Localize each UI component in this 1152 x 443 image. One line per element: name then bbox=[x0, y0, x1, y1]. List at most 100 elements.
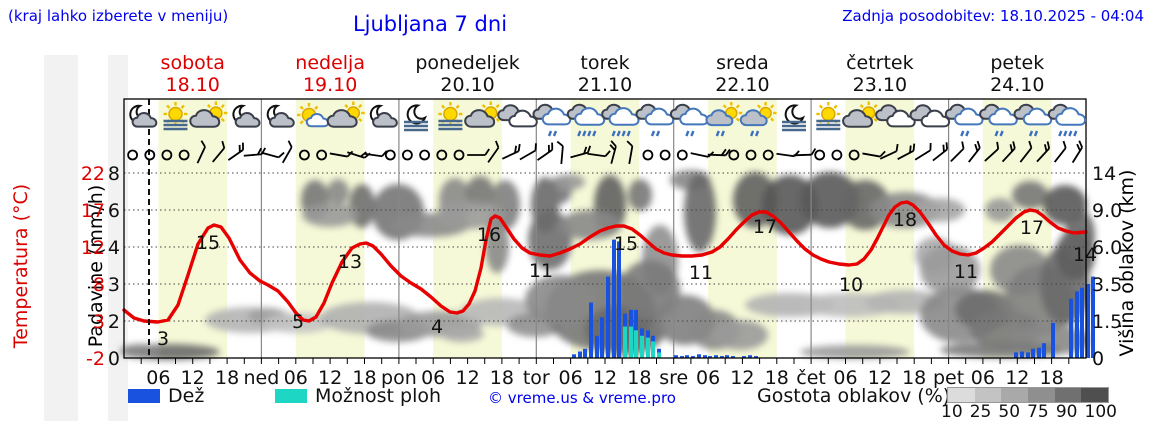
weather-icon-rain bbox=[1047, 103, 1087, 137]
density-tick-label: 50 bbox=[998, 402, 1021, 422]
temp-value-label: 11 bbox=[529, 260, 553, 282]
rain-tick: 4 bbox=[108, 237, 120, 259]
last-updated: Zadnja posodobitev: 18.10.2025 - 04:04 bbox=[842, 7, 1144, 25]
calm-wind-icon bbox=[298, 149, 310, 161]
temp-value-label: 4 bbox=[431, 316, 443, 338]
hour-label: 06 bbox=[559, 367, 583, 389]
weather-icon-sun_cloud_drizzle bbox=[739, 102, 777, 137]
weather-icon-sun_cloud bbox=[842, 101, 881, 128]
weather-icon-fog_sun bbox=[438, 102, 463, 131]
rain-bar bbox=[606, 276, 610, 358]
temp-value-label: 15 bbox=[614, 233, 638, 255]
hour-label: 18 bbox=[902, 367, 926, 389]
shower-bar bbox=[651, 341, 655, 358]
shower-bar bbox=[629, 326, 633, 358]
hour-label: 12 bbox=[456, 367, 480, 389]
rain-bar bbox=[595, 335, 599, 358]
cloud-density-gradient bbox=[947, 387, 1109, 403]
rain-bar bbox=[578, 351, 582, 358]
day-abbrev-label: ned bbox=[244, 367, 280, 389]
wind-barb-icon bbox=[501, 143, 521, 160]
wind-barb-icon bbox=[984, 141, 1000, 162]
cloud-height-tick: 9.0 bbox=[1092, 200, 1122, 222]
rain-tick: 2 bbox=[108, 311, 120, 333]
rain-bar bbox=[1051, 322, 1055, 358]
density-gradient-segment bbox=[1081, 388, 1109, 402]
cloud-density-ticks: 10 25 50 75 90 100 bbox=[941, 402, 1117, 422]
rain-bar bbox=[1037, 347, 1041, 358]
density-tick-label: 100 bbox=[1084, 402, 1117, 422]
wind-barb-icon bbox=[914, 142, 932, 161]
rain-tick: 6 bbox=[108, 200, 120, 222]
wind-barb-icon bbox=[793, 148, 817, 157]
day-name: nedelja bbox=[295, 52, 365, 74]
rain-bar bbox=[589, 302, 593, 358]
cloud-height-tick: 1.5 bbox=[1092, 311, 1122, 333]
calm-wind-icon bbox=[814, 149, 826, 161]
rain-bar bbox=[742, 356, 746, 358]
wind-barb-icon bbox=[950, 141, 965, 163]
density-tick-label: 75 bbox=[1027, 402, 1049, 422]
hour-label: 18 bbox=[215, 367, 239, 389]
weather-icon-drizzle bbox=[635, 103, 675, 137]
density-gradient-segment bbox=[974, 388, 1002, 402]
calm-wind-icon bbox=[831, 149, 843, 161]
wind-barb-icon bbox=[897, 143, 916, 161]
wind-barb-icon bbox=[1071, 140, 1083, 164]
calm-wind-icon bbox=[178, 149, 190, 161]
temp-value-label: 3 bbox=[157, 328, 169, 350]
weather-icon-moon_cloud bbox=[232, 104, 261, 128]
rain-bar bbox=[1075, 291, 1079, 358]
day-name: ponedeljek bbox=[415, 52, 519, 74]
rain-bar bbox=[1080, 287, 1084, 358]
shower-bar bbox=[634, 330, 638, 359]
wind-barb-icon bbox=[261, 151, 285, 159]
wind-barb-icon bbox=[862, 150, 886, 158]
calm-wind-icon bbox=[745, 149, 757, 161]
rain-bar bbox=[697, 354, 701, 358]
weather-icon-moon_fog bbox=[404, 104, 428, 132]
temp-value-label: 11 bbox=[954, 261, 978, 283]
hour-label: 06 bbox=[284, 367, 308, 389]
wind-barb-icon bbox=[487, 140, 500, 163]
day-date: 22.10 bbox=[715, 74, 769, 96]
rain-bar bbox=[1086, 284, 1090, 358]
wind-barb-icon bbox=[537, 142, 554, 161]
wind-barb-icon bbox=[519, 143, 537, 161]
rain-bar bbox=[1031, 348, 1035, 359]
weather-icon-sun_cloud bbox=[326, 101, 365, 128]
weather-icon-clouds bbox=[497, 104, 538, 128]
weather-icon-sun_cloud bbox=[189, 101, 228, 128]
temp-tick: 8 bbox=[93, 274, 105, 296]
day-date: 19.10 bbox=[303, 74, 357, 96]
rain-tick: 0 bbox=[108, 348, 120, 370]
wind-barb-icon bbox=[587, 150, 611, 158]
rain-bar bbox=[748, 355, 752, 358]
calm-wind-icon bbox=[161, 149, 173, 161]
wind-barb-icon bbox=[281, 140, 293, 164]
rain-bar bbox=[731, 356, 735, 358]
calm-wind-icon bbox=[316, 149, 328, 161]
temp-value-label: 18 bbox=[893, 209, 917, 231]
rain-bar bbox=[1069, 298, 1073, 358]
weather-icon-fog_sun bbox=[163, 102, 188, 131]
day-date: 18.10 bbox=[166, 74, 220, 96]
rain-bar bbox=[1020, 351, 1024, 358]
hour-label: 06 bbox=[421, 367, 445, 389]
wind-barb-icon bbox=[968, 140, 981, 163]
wind-barb-icon bbox=[1053, 140, 1067, 163]
wind-barb-icon bbox=[212, 140, 226, 163]
day-abbrev-label: pon bbox=[381, 367, 417, 389]
wind-barb-icon bbox=[1036, 141, 1051, 163]
rain-bar bbox=[720, 356, 724, 358]
calm-wind-icon bbox=[401, 149, 413, 161]
rain-bar bbox=[674, 355, 678, 358]
density-gradient-segment bbox=[1054, 388, 1082, 402]
density-gradient-segment bbox=[948, 388, 975, 402]
hour-label: 12 bbox=[181, 367, 205, 389]
density-gradient-segment bbox=[1028, 388, 1055, 402]
calm-wind-icon bbox=[728, 149, 740, 161]
hour-label: 18 bbox=[490, 367, 514, 389]
calm-wind-icon bbox=[642, 149, 654, 161]
